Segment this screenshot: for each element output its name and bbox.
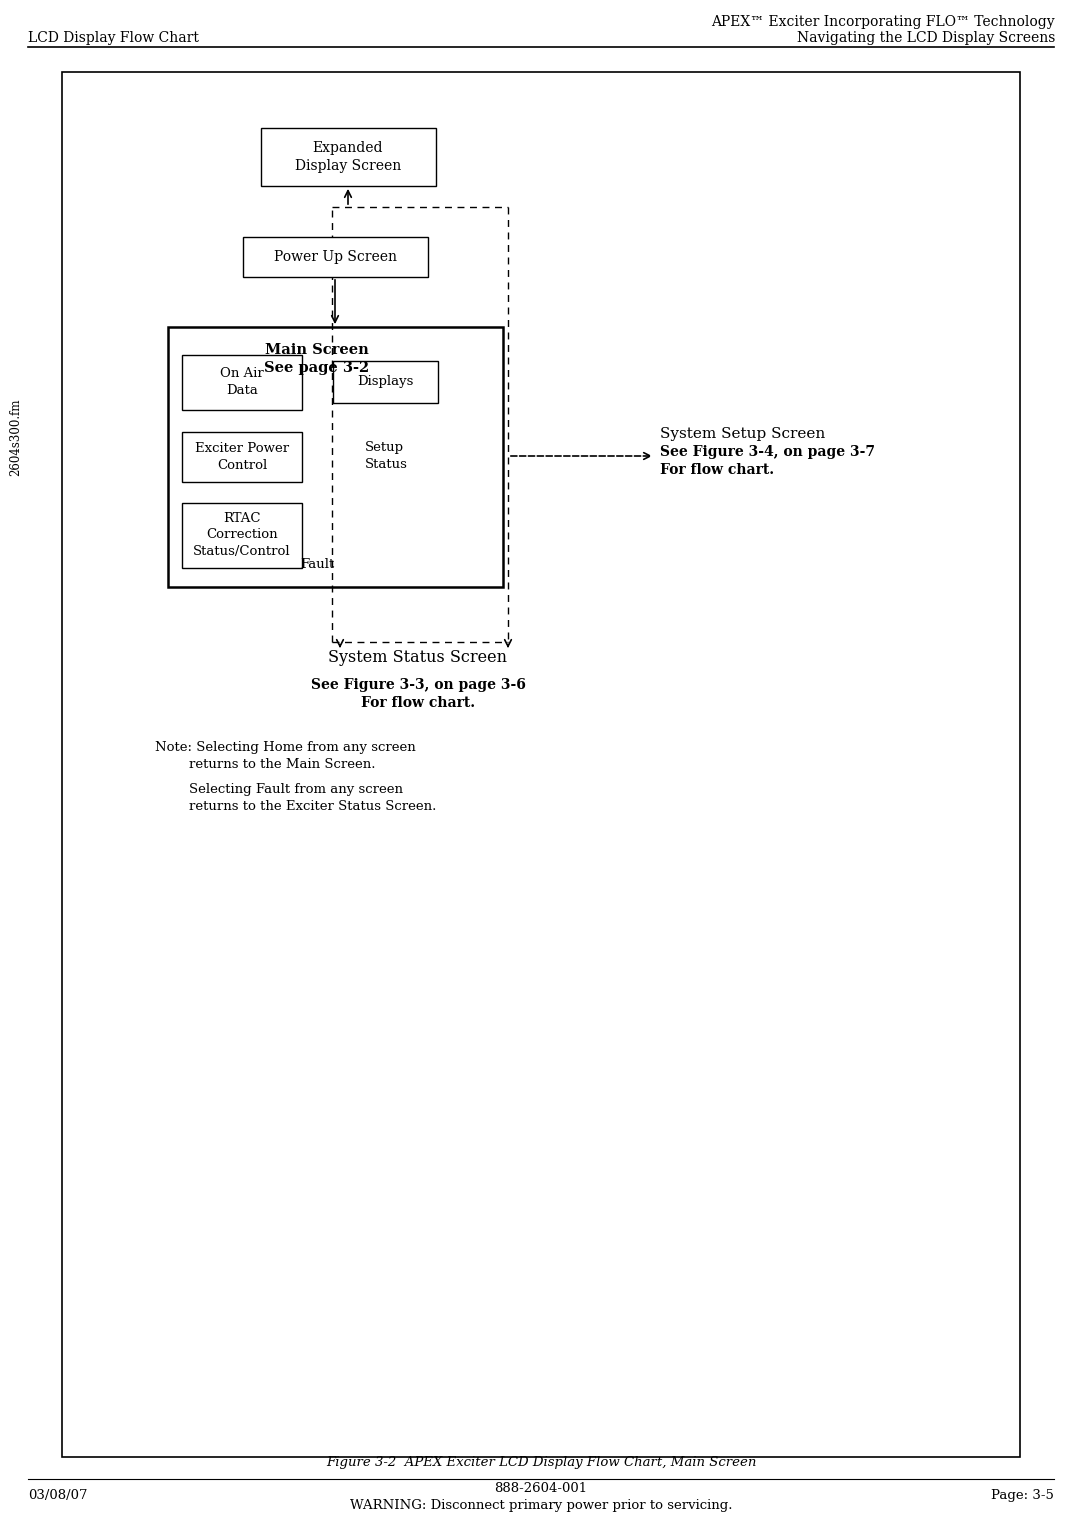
Text: Note: Selecting Home from any screen: Note: Selecting Home from any screen bbox=[155, 741, 415, 753]
Text: Page: 3-5: Page: 3-5 bbox=[991, 1488, 1054, 1502]
Text: RTAC
Correction
Status/Control: RTAC Correction Status/Control bbox=[194, 512, 291, 558]
Bar bbox=[332, 361, 437, 403]
Bar bbox=[242, 237, 427, 277]
Text: Navigating the LCD Display Screens: Navigating the LCD Display Screens bbox=[796, 31, 1055, 45]
Text: Status: Status bbox=[365, 458, 408, 472]
Text: 03/08/07: 03/08/07 bbox=[28, 1488, 88, 1502]
Text: Exciter Power
Control: Exciter Power Control bbox=[195, 443, 289, 472]
Text: Fault: Fault bbox=[300, 558, 334, 572]
Text: 888-2604-001: 888-2604-001 bbox=[494, 1483, 588, 1496]
Text: returns to the Main Screen.: returns to the Main Screen. bbox=[155, 758, 375, 770]
Text: See Figure 3-3, on page 3-6: See Figure 3-3, on page 3-6 bbox=[311, 678, 526, 692]
Text: Selecting Fault from any screen: Selecting Fault from any screen bbox=[155, 782, 403, 796]
Bar bbox=[182, 503, 302, 567]
Text: Displays: Displays bbox=[357, 375, 413, 389]
Text: returns to the Exciter Status Screen.: returns to the Exciter Status Screen. bbox=[155, 799, 436, 813]
Text: 2604s300.fm: 2604s300.fm bbox=[10, 398, 23, 476]
Text: Main Screen: Main Screen bbox=[265, 343, 369, 357]
Text: For flow chart.: For flow chart. bbox=[361, 696, 475, 710]
Bar bbox=[168, 327, 502, 587]
Text: System Status Screen: System Status Screen bbox=[329, 649, 507, 666]
Text: Setup: Setup bbox=[365, 441, 404, 453]
Text: For flow chart.: For flow chart. bbox=[660, 463, 774, 476]
Text: LCD Display Flow Chart: LCD Display Flow Chart bbox=[28, 31, 199, 45]
Text: WARNING: Disconnect primary power prior to servicing.: WARNING: Disconnect primary power prior … bbox=[349, 1499, 733, 1511]
Bar bbox=[261, 128, 435, 186]
Bar bbox=[182, 432, 302, 483]
Text: See page 3-2: See page 3-2 bbox=[264, 361, 370, 375]
Text: Figure 3-2  APEX Exciter LCD Display Flow Chart, Main Screen: Figure 3-2 APEX Exciter LCD Display Flow… bbox=[326, 1456, 756, 1469]
Bar bbox=[182, 355, 302, 409]
Bar bbox=[62, 72, 1020, 1457]
Text: APEX™ Exciter Incorporating FLO™ Technology: APEX™ Exciter Incorporating FLO™ Technol… bbox=[711, 15, 1055, 29]
Text: See Figure 3-4, on page 3-7: See Figure 3-4, on page 3-7 bbox=[660, 446, 875, 460]
Text: System Setup Screen: System Setup Screen bbox=[660, 427, 826, 441]
Text: Power Up Screen: Power Up Screen bbox=[274, 251, 396, 264]
Text: Expanded
Display Screen: Expanded Display Screen bbox=[295, 141, 401, 174]
Text: On Air
Data: On Air Data bbox=[220, 367, 264, 397]
